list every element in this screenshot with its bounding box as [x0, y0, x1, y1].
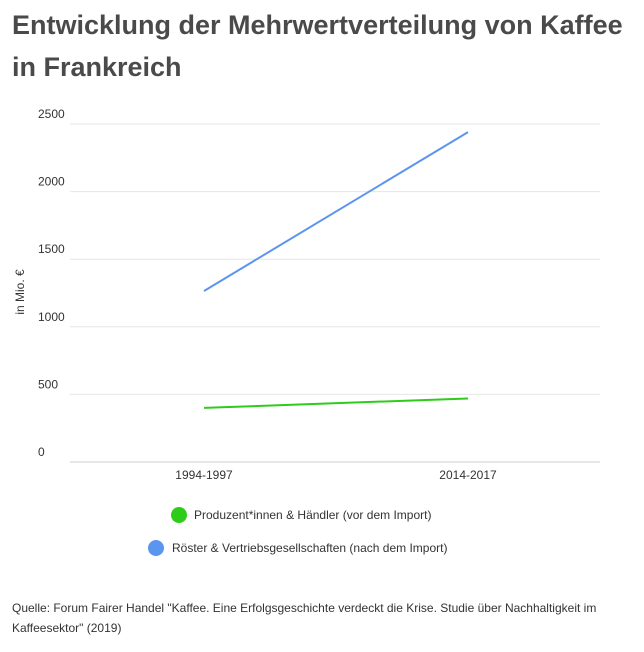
source-note: Quelle: Forum Fairer Handel "Kaffee. Ein…	[12, 601, 597, 635]
x-tick-label: 1994-1997	[175, 468, 233, 482]
y-tick-label: 1500	[38, 242, 65, 256]
legend-label: Produzent*innen & Händler (vor dem Impor…	[194, 508, 431, 522]
series-line-2	[203, 131, 469, 292]
y-tick-label: 2000	[38, 175, 65, 189]
x-tick-label: 2014-2017	[439, 468, 497, 482]
y-axis-label: in Mio. €	[13, 269, 27, 315]
series-line-1	[203, 397, 469, 409]
y-tick-labels: 0 500 1000 1500 2000 2500	[38, 107, 65, 459]
legend-label: Röster & Vertriebsgesellschaften (nach d…	[172, 541, 447, 555]
y-tick-label: 1000	[38, 310, 65, 324]
y-tick-label: 2500	[38, 107, 65, 121]
chart-title: Entwicklung der Mehrwertverteilung von K…	[12, 10, 623, 82]
legend: Produzent*innen & Händler (vor dem Impor…	[148, 507, 447, 556]
series-lines	[203, 131, 469, 409]
gridlines	[70, 123, 600, 463]
legend-marker	[171, 507, 187, 523]
y-tick-label: 500	[38, 377, 58, 391]
y-tick-label: 0	[38, 445, 45, 459]
legend-marker	[148, 540, 164, 556]
x-tick-labels: 1994-1997 2014-2017	[175, 468, 497, 482]
